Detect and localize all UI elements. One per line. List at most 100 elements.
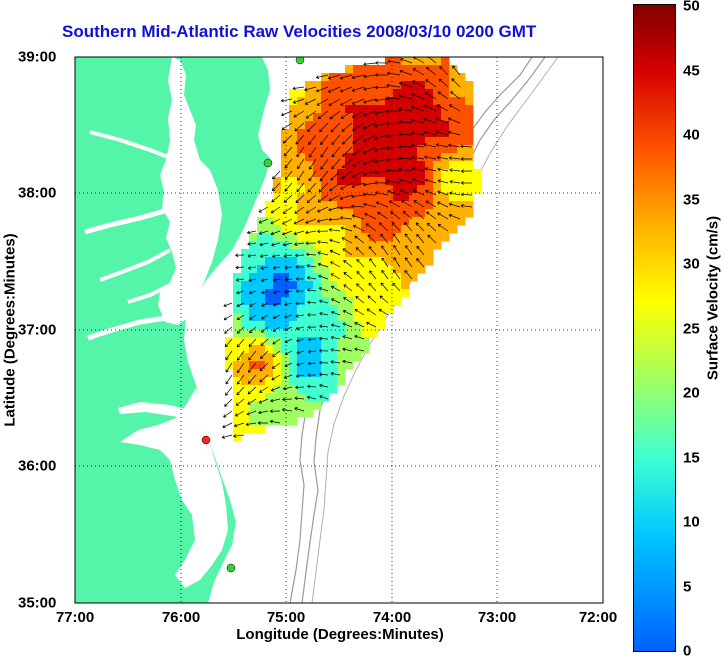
velocity-cell: [273, 417, 282, 426]
velocity-cell: [289, 241, 298, 250]
velocity-cell: [457, 217, 466, 226]
velocity-cell: [313, 257, 322, 266]
velocity-cell: [377, 265, 386, 274]
velocity-cell: [401, 145, 410, 154]
velocity-cell: [289, 409, 298, 418]
velocity-arrow: [351, 110, 365, 118]
velocity-cell: [345, 353, 354, 362]
velocity-cell: [273, 345, 282, 354]
velocity-arrow: [235, 265, 245, 270]
velocity-cell: [297, 377, 306, 386]
velocity-cell: [313, 297, 322, 306]
velocity-cell: [329, 345, 338, 354]
velocity-cell: [337, 377, 346, 386]
velocity-cell: [273, 265, 282, 274]
velocity-cell: [241, 265, 250, 274]
velocity-arrow: [330, 371, 341, 376]
velocity-cell: [265, 233, 274, 242]
velocity-cell: [401, 73, 410, 82]
velocity-cell: [289, 369, 298, 378]
velocity-cell: [401, 169, 410, 178]
velocity-cell: [265, 329, 274, 338]
velocity-cell: [385, 169, 394, 178]
velocity-cell: [457, 161, 466, 170]
velocity-cell: [305, 185, 314, 194]
velocity-arrow: [223, 314, 233, 321]
velocity-arrow: [352, 122, 365, 131]
velocity-arrow: [319, 383, 329, 388]
velocity-cell: [289, 289, 298, 298]
pamlico-sound: [120, 388, 228, 588]
velocity-cell: [297, 273, 306, 282]
velocity-cell: [225, 361, 234, 370]
velocity-cell: [321, 273, 330, 282]
velocity-cell: [273, 401, 282, 410]
velocity-cell: [249, 401, 258, 410]
velocity-arrow: [319, 299, 329, 304]
velocity-arrow: [307, 182, 317, 193]
velocity-arrow: [342, 248, 353, 256]
velocity-arrow: [386, 179, 401, 184]
velocity-cell: [297, 185, 306, 194]
velocity-cell: [433, 121, 442, 130]
velocity-arrow: [245, 422, 257, 427]
velocity-arrow: [393, 269, 401, 280]
velocity-arrow: [247, 230, 257, 235]
velocity-arrow: [355, 247, 365, 256]
velocity-cell: [273, 289, 282, 298]
velocity-arrow: [398, 120, 413, 124]
velocity-cell: [321, 249, 330, 258]
velocity-arrow: [284, 290, 293, 294]
velocity-arrow: [413, 200, 425, 208]
velocity-cell: [289, 209, 298, 218]
velocity-cell: [345, 185, 354, 194]
velocity-cell: [249, 273, 258, 282]
velocity-cell: [465, 121, 474, 130]
velocity-cell: [241, 321, 250, 330]
velocity-cell: [385, 209, 394, 218]
velocity-cell: [465, 113, 474, 122]
velocity-cell: [249, 321, 258, 330]
velocity-cell: [305, 249, 314, 258]
velocity-arrow: [249, 314, 257, 320]
velocity-cell: [257, 305, 266, 314]
velocity-cell: [329, 329, 338, 338]
velocity-cell: [249, 337, 258, 346]
velocity-cell: [241, 385, 250, 394]
velocity-arrow: [354, 235, 365, 244]
velocity-arrow: [294, 122, 305, 132]
velocity-arrow: [284, 158, 293, 169]
velocity-cell: [233, 417, 242, 426]
velocity-cell: [385, 241, 394, 250]
velocity-cell: [313, 361, 322, 370]
velocity-cell: [417, 113, 426, 122]
velocity-cell: [417, 65, 426, 74]
velocity-cell: [441, 185, 450, 194]
velocity-cell: [305, 337, 314, 346]
velocity-cell: [249, 393, 258, 402]
velocity-cell: [337, 177, 346, 186]
velocity-arrow: [260, 338, 269, 346]
velocity-cell: [457, 73, 466, 82]
velocity-cell: [449, 73, 458, 82]
velocity-arrow: [448, 156, 461, 160]
velocity-cell: [361, 177, 370, 186]
velocity-cell: [369, 193, 378, 202]
velocity-cell: [289, 153, 298, 162]
velocity-arrow: [269, 409, 281, 414]
velocity-cell: [385, 233, 394, 242]
velocity-arrow: [425, 200, 437, 208]
velocity-cell: [241, 297, 250, 306]
velocity-cell: [369, 137, 378, 146]
velocity-cell: [401, 137, 410, 146]
velocity-cell: [313, 385, 322, 394]
velocity-cell: [401, 225, 410, 234]
velocity-cell: [329, 217, 338, 226]
velocity-cell: [457, 105, 466, 114]
velocity-cell: [321, 137, 330, 146]
velocity-arrow: [378, 222, 389, 232]
velocity-cell: [425, 89, 434, 98]
velocity-cell: [377, 65, 386, 74]
velocity-arrow: [295, 265, 305, 269]
velocity-arrow: [235, 398, 245, 406]
